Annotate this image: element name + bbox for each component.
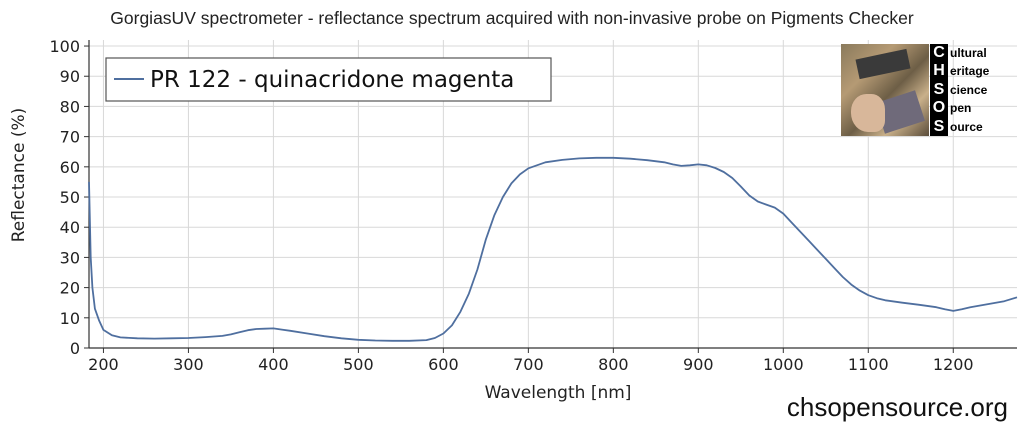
y-tick-label: 100 bbox=[49, 37, 80, 56]
y-tick-label: 90 bbox=[60, 67, 80, 86]
logo-words: ultural eritage cience pen ource bbox=[950, 46, 990, 134]
x-axis-label: Wavelength [nm] bbox=[485, 383, 632, 403]
series-line bbox=[88, 156, 1018, 342]
axes: 200 300 400 500 600 700 800 900 1000 1100 1200 0 10 2… bbox=[49, 37, 1017, 374]
logo-photo bbox=[841, 44, 929, 136]
chart-title: GorgiasUV spectrometer - reflectance spe… bbox=[110, 8, 914, 28]
y-tick-label: 70 bbox=[60, 128, 80, 147]
x-tick-label: 1000 bbox=[763, 355, 804, 374]
x-tick-label: 900 bbox=[683, 355, 714, 374]
chsos-logo: C H S O S ultural eritage cience pen our… bbox=[841, 44, 993, 136]
y-tick-label: 10 bbox=[60, 309, 80, 328]
y-tick-label: 20 bbox=[60, 279, 80, 298]
footer-url: chsopensource.org bbox=[786, 392, 1008, 422]
y-tick-label: 0 bbox=[70, 339, 80, 358]
legend-box bbox=[105, 57, 552, 102]
y-tick-label: 60 bbox=[60, 158, 80, 177]
x-tick-label: 800 bbox=[598, 355, 629, 374]
y-axis-label: Reflectance (%) bbox=[9, 108, 29, 243]
y-tick-label: 50 bbox=[60, 188, 80, 207]
x-tick-label: 300 bbox=[173, 355, 204, 374]
logo-letters: C H S O S bbox=[930, 44, 948, 136]
x-tick-label: 200 bbox=[88, 355, 119, 374]
x-tick-label: 1100 bbox=[848, 355, 889, 374]
x-tick-label: 600 bbox=[428, 355, 459, 374]
y-tick-label: 40 bbox=[60, 218, 80, 237]
x-tick-label: 500 bbox=[343, 355, 374, 374]
y-tick-label: 30 bbox=[60, 248, 80, 267]
x-tick-label: 1200 bbox=[933, 355, 974, 374]
legend-label: PR 122 - quinacridone magenta bbox=[150, 67, 514, 93]
legend: PR 122 - quinacridone magenta bbox=[105, 57, 552, 102]
x-tick-label: 400 bbox=[258, 355, 289, 374]
x-tick-label: 700 bbox=[513, 355, 544, 374]
series-layer bbox=[88, 156, 1018, 342]
y-tick-label: 80 bbox=[60, 97, 80, 116]
